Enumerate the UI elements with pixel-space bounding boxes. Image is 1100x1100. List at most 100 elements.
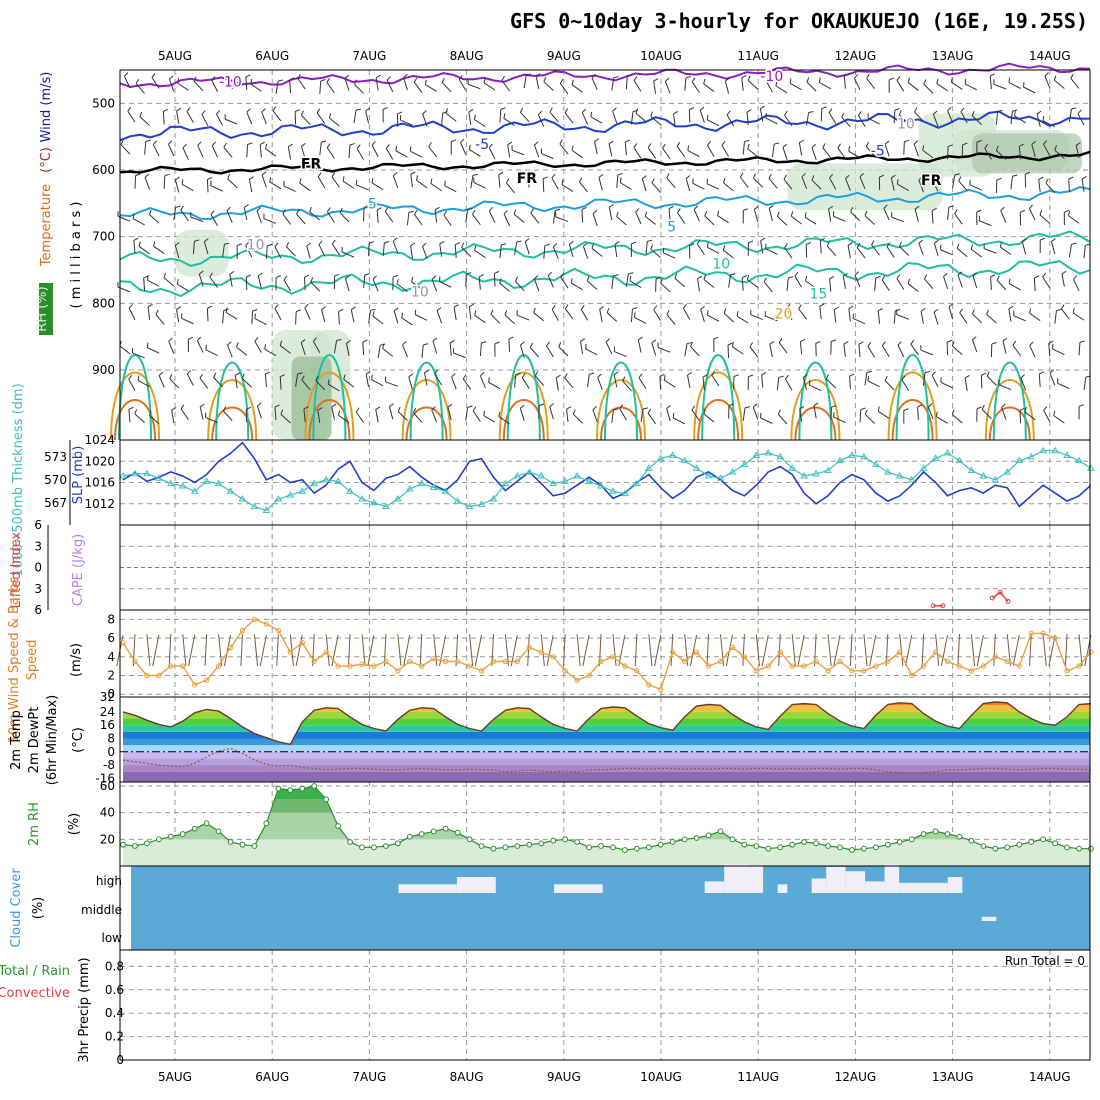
wind-speed-marker [1076,663,1082,669]
upper-wind-barb-flag [864,409,868,415]
upper-wind-barb [474,315,486,324]
upper-wind-barb [625,76,628,90]
precip-label-total: Total / Rain [0,964,70,979]
upper-wind-barb-flag [257,272,263,277]
upper-wind-barb [1053,415,1065,424]
upper-wind-barb [845,178,851,191]
upper-wind-barb [371,145,379,157]
upper-wind-barb [309,211,321,221]
upper-wind-barb-flag [171,407,177,411]
wind-speed-marker [287,649,293,655]
upper-wind-barb [717,215,729,224]
upper-wind-barb-flag [609,204,614,208]
upper-wind-barb-flag [990,73,995,77]
upper-wind-barb-flag [549,107,553,113]
wind-speed-marker [646,682,652,688]
upper-wind-barb [932,114,939,127]
upper-wind-barb-flag [481,341,487,344]
upper-wind-barb-flag [765,76,770,82]
upper-wind-barb-flag [825,374,829,380]
upper-wind-barb [372,315,384,325]
rh-marker [454,829,461,836]
upper-wind-barb-flag [808,111,814,114]
upper-wind-barb-flag [1043,140,1048,145]
upper-wind-barb [478,276,481,290]
upper-wind-barb-flag [375,406,381,411]
upper-wind-barb [972,275,978,289]
upper-wind-barb [508,339,511,353]
isotherm-warm-lobe [596,379,646,441]
upper-wind-barb-flag [350,306,356,311]
upper-wind-barb-flag [403,74,408,78]
upper-wind-barb-flag [805,275,808,281]
upper-wind-barb-flag [216,109,221,115]
rh-marker [622,847,628,853]
upper-wind-barb-flag [845,174,850,179]
upper-wind-barb [951,81,963,90]
upper-wind-barb-flag [401,312,404,318]
wind-speed-marker [466,663,473,669]
upper-wind-barb-flag [490,309,494,315]
upper-wind-barb-flag [344,74,350,79]
upper-wind-barb-flag [589,372,595,375]
upper-wind-barb [853,77,861,91]
upper-wind-barb-flag [995,145,999,151]
wind-speed-marker [992,654,999,660]
rh-marker [562,836,569,843]
upper-wind-barb-flag [1038,176,1044,180]
upper-wind-barb-flag [946,339,952,343]
upper-wind-barb-flag [488,206,494,212]
isotherm-warm-lobe [502,399,545,441]
upper-wind-barb [354,83,364,94]
wind-speed-marker [885,658,891,665]
upper-wind-barb [338,311,340,325]
upper-wind-barb-flag [297,73,302,79]
upper-wind-barb [261,111,267,125]
wind-speed-marker [741,654,748,660]
rh-marker [120,841,126,848]
cloud-block [947,877,963,893]
contour-label: 10 [411,284,429,300]
upper-wind-barb [441,113,444,127]
thickness-marker [764,449,773,456]
upper-wind-barb-flag [1022,238,1027,243]
upper-wind-barb [1068,244,1072,258]
upper-wind-barb [515,280,525,292]
upper-wind-barb [673,113,676,127]
rh-marker [430,828,437,835]
upper-wind-barb [931,210,934,224]
upper-wind-barb-flag [246,274,252,278]
upper-wind-barb-flag [1042,272,1047,278]
upper-wind-barb [690,346,700,357]
thickness-marker [513,472,522,479]
upper-wind-barb-flag [682,304,687,309]
upper-wind-barb [549,406,554,420]
precip-label-convective: Convective [0,986,70,1001]
upper-wind-barb [410,245,413,259]
thickness-marker [274,494,283,502]
wind-speed-marker [717,658,724,665]
upper-wind-barb-flag [713,336,719,340]
thickness-marker [848,451,856,458]
upper-wind-barb [864,215,875,225]
upper-wind-barb [555,377,559,391]
upper-wind-barb [493,273,496,287]
wind-speed-marker [789,663,795,669]
thickness-marker [907,475,916,483]
wind-speed-marker [813,658,819,665]
thickness-marker [453,497,462,504]
upper-wind-barb [763,281,773,293]
rh-legend-swatch [39,283,53,335]
rh-marker [598,843,604,849]
upper-wind-barb [193,80,204,92]
upper-wind-barb [199,406,204,420]
upper-wind-barb-flag [956,243,960,249]
rh-marker [275,785,282,792]
upper-wind-barb-flag [707,310,709,316]
upper-wind-barb [197,145,204,158]
wind-speed-marker [980,663,987,669]
upper-wind-barb-flag [328,112,332,119]
upper-wind-barb-flag [193,76,197,82]
thickness-marker [226,487,235,494]
upper-wind-barb [234,375,238,389]
